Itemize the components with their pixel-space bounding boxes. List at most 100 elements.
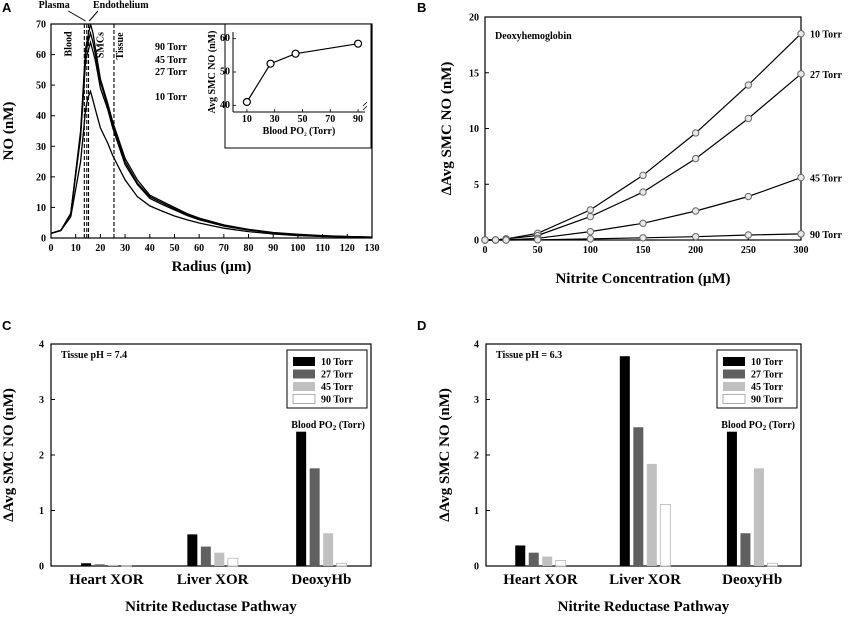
panel-b-point (744, 81, 753, 89)
panel-d-bar-1-4 (555, 560, 567, 567)
panel-b-series-line-1 (485, 33, 802, 241)
panel-b-point (491, 236, 500, 244)
panel-a-region-label-plasma: Plasma (39, 0, 70, 11)
panel-a-inset-point (266, 59, 275, 68)
panel-c-bar-2-2 (200, 546, 211, 566)
panel-b-x-tick-label: 150 (636, 245, 651, 256)
panel-c-legend-swatch-3 (293, 382, 315, 391)
panel-a-y-tick-label: 60 (36, 50, 46, 61)
panel-c-bar-3-1 (296, 431, 307, 566)
panel-b-point (691, 232, 700, 241)
panel-c-legend-label-2: 27 Torr (321, 370, 354, 381)
panel-a-region-label-smcs: SMCs (95, 32, 106, 58)
panel-c-legend-swatch-4 (292, 394, 316, 404)
panel-d-bar-2-3 (646, 463, 657, 566)
panel-a-inset-y-tick-label: 60 (220, 33, 230, 44)
panel-d-y-tick-label: 2 (474, 451, 479, 462)
panel-d-legend-label-3: 45 Torr (751, 382, 784, 393)
panel-b-y-tick-label: 15 (469, 68, 479, 79)
panel-d-bar-1-2 (528, 552, 539, 566)
panel-b-point (586, 206, 595, 214)
panel-d-bar-2-2 (633, 427, 644, 566)
panel-c-bar-2-3 (214, 552, 225, 566)
panel-d-bar-2-1 (619, 356, 630, 566)
panel-b-point (744, 192, 753, 201)
panel-d-label: D (417, 318, 427, 333)
panel-a-inset-frame (224, 23, 372, 149)
panel-b-x-tick-label: 300 (794, 245, 809, 256)
panel-a-x-tick-label: 90 (268, 243, 278, 254)
panel-a-x-tick-label: 60 (194, 243, 204, 254)
panel-a-x-axis-label: Radius (μm) (172, 259, 252, 275)
panel-c-legend-title: Blood PO2 (Torr) (291, 420, 365, 432)
panel-d-bar-3-4 (767, 562, 778, 567)
panel-d-category-label-2: Liver XOR (609, 572, 681, 588)
panel-a-y-tick-label: 50 (36, 81, 46, 92)
panel-a-series-label-2: 45 Torr (155, 55, 188, 66)
panel-c-bar-1-3 (108, 564, 119, 566)
panel-c-category-label-3: DeoxyHb (291, 572, 351, 588)
panel-a-x-tick-label: 70 (219, 243, 229, 254)
panel-a-inset-y-tick-label: 50 (220, 67, 230, 78)
panel-a-x-tick-label: 40 (145, 243, 155, 254)
panel-d-bar-3-2 (740, 533, 751, 566)
panel-a-inset-point (353, 39, 363, 48)
panel-d-category-label-3: DeoxyHb (722, 572, 782, 588)
panel-b-point (586, 235, 595, 243)
panel-c-bar-3-2 (309, 468, 320, 566)
panel-c-y-tick-label: 2 (39, 451, 44, 462)
panel-b-series-label-2: 27 Torr (810, 70, 843, 81)
panel-d-legend-swatch-3 (723, 382, 745, 391)
panel-b-x-tick-label: 50 (533, 245, 543, 256)
panel-c-bar-1-2 (94, 564, 105, 566)
panel-c-y-tick-label: 0 (39, 562, 44, 573)
panel-d-legend-title: Blood PO2 (Torr) (721, 420, 795, 432)
panel-b-point (639, 219, 647, 227)
panel-b-title: Deoxyhemoglobin (495, 31, 572, 42)
panel-a-x-tick-label: 10 (71, 243, 81, 254)
panel-c-x-axis-label: Nitrite Reductase Pathway (125, 599, 297, 615)
panel-a-y-axis-label: NO (nM) (1, 102, 17, 161)
panel-d-y-axis-label: ΔAvg SMC NO (nM) (437, 388, 453, 522)
panel-a-series-line-3 (50, 39, 373, 238)
panel-d-bar-1-3 (542, 556, 553, 566)
panel-d-bar-1-1 (515, 545, 526, 566)
panel-c-bar-1-4 (121, 565, 133, 567)
panel-a-inset-y-tick-label: 40 (220, 100, 230, 111)
panel-a-y-tick-label: 10 (36, 203, 46, 214)
panel-c-bar-3-4 (336, 562, 348, 567)
panel-a-inset-y-axis-label: Avg SMC NO (nM) (207, 31, 218, 114)
panel-a-x-tick-label: 100 (290, 243, 305, 254)
panel-c-annotation: Tissue pH = 7.4 (61, 350, 127, 361)
panel-b-point (586, 212, 595, 221)
panel-b-series-label-4: 90 Torr (810, 230, 843, 241)
panel-a-inset-x-axis-label: Blood PO2 (Torr) (263, 126, 336, 138)
panel-d-y-tick-label: 3 (474, 395, 479, 406)
panel-a-x-tick-label: 20 (95, 243, 105, 254)
panel-d-legend-label-1: 10 Torr (751, 357, 784, 368)
panel-c-bar-1-1 (81, 563, 92, 566)
panel-c-legend-label-1: 10 Torr (321, 357, 354, 368)
panel-b-point (586, 227, 595, 236)
panel-d-y-tick-label: 0 (474, 562, 479, 573)
panel-c-y-tick-label: 4 (39, 340, 44, 351)
panel-b-point (639, 171, 647, 180)
panel-c-bar-2-4 (227, 557, 239, 567)
panel-b-point (691, 207, 700, 215)
panel-c-y-tick-label: 3 (39, 395, 44, 406)
panel-b-point (797, 70, 805, 78)
panel-d-x-axis-label: Nitrite Reductase Pathway (558, 599, 730, 615)
panel-b-point (639, 188, 647, 196)
panel-b-x-tick-label: 0 (483, 245, 488, 256)
panel-a-inset-x-tick-label: 90 (353, 114, 363, 125)
panel-a-series-label-1: 90 Torr (155, 42, 188, 53)
panel-d-annotation: Tissue pH = 6.3 (496, 350, 562, 361)
panel-c-bar-3-3 (323, 533, 334, 566)
panel-b-point (797, 230, 805, 238)
panel-b-series-line-2 (485, 73, 802, 241)
panel-a-inset-x-tick-label: 70 (325, 114, 335, 125)
panel-b-x-axis-label: Nitrite Concentration (μM) (555, 271, 730, 287)
panel-b-series-label-1: 10 Torr (810, 30, 843, 41)
panel-c-legend-swatch-1 (293, 357, 315, 366)
